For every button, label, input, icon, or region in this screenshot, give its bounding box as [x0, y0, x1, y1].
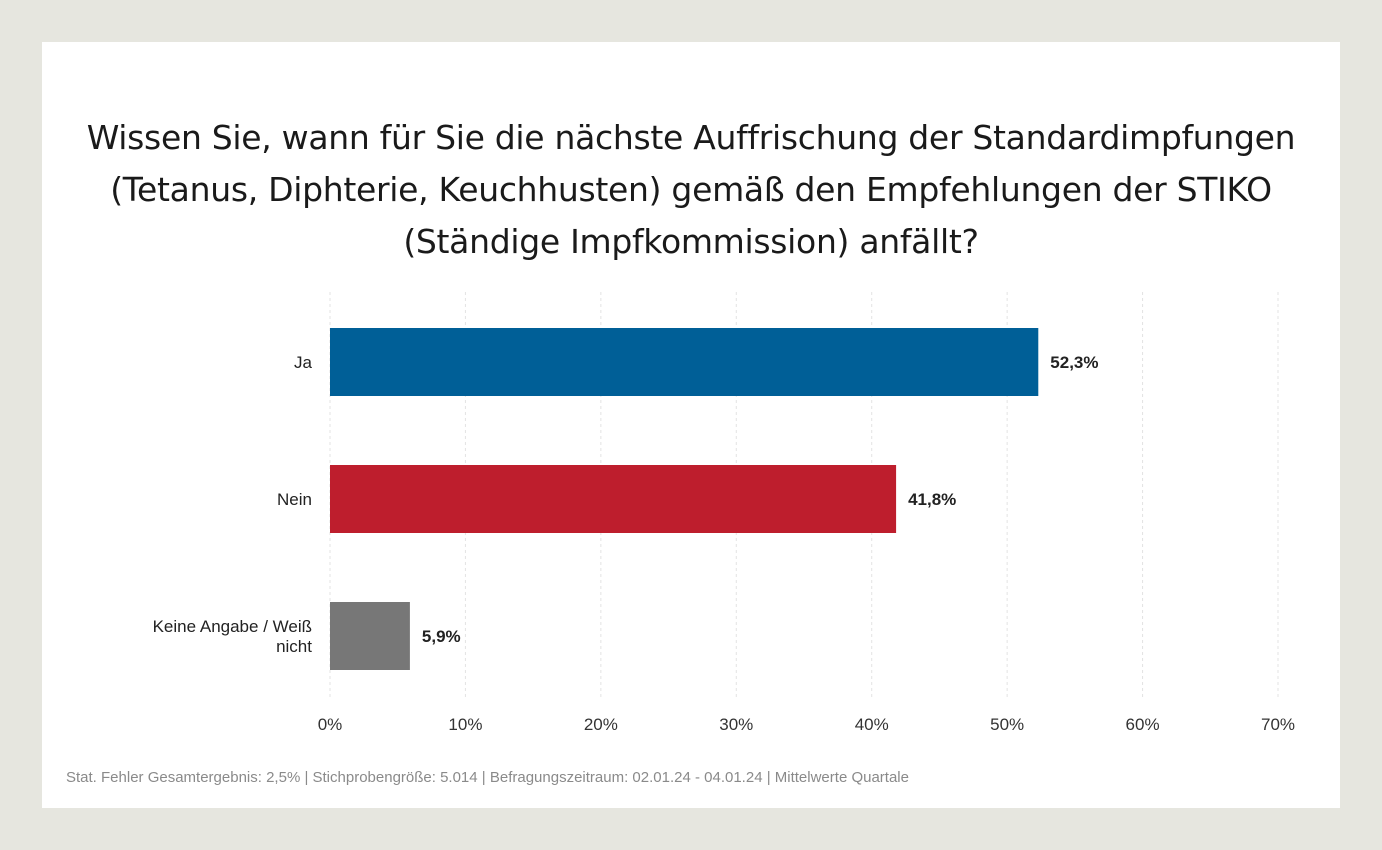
- x-tick-label: 10%: [448, 715, 482, 734]
- x-tick-label: 40%: [855, 715, 889, 734]
- x-tick-label: 20%: [584, 715, 618, 734]
- x-tick-label: 70%: [1261, 715, 1295, 734]
- x-tick-label: 50%: [990, 715, 1024, 734]
- bar-chart: 0% 10% 20% 30% 40% 50% 60% 70% 52,3% Ja 41,8% Nein 5…: [153, 292, 1295, 734]
- bar-value-label: 41,8%: [908, 490, 956, 509]
- x-tick-label: 30%: [719, 715, 753, 734]
- category-label: nicht: [276, 637, 312, 656]
- category-label: Ja: [294, 353, 313, 372]
- chart-footnote: Stat. Fehler Gesamtergebnis: 2,5% | Stic…: [66, 769, 909, 786]
- bar: [330, 328, 1039, 396]
- x-tick-label: 60%: [1126, 715, 1160, 734]
- bar: [330, 602, 410, 670]
- chart-title: Wissen Sie, wann für Sie die nächste Auf…: [42, 112, 1340, 268]
- category-label: Keine Angabe / Weiß: [153, 617, 312, 636]
- bar-value-label: 5,9%: [422, 627, 461, 646]
- bar: [330, 465, 897, 533]
- x-tick-label: 0%: [318, 715, 343, 734]
- chart-title-line-1: Wissen Sie, wann für Sie die nächste Auf…: [86, 118, 1296, 157]
- chart-title-line-2: (Tetanus, Diphterie, Keuchhusten) gemäß …: [110, 170, 1272, 209]
- bar-value-label: 52,3%: [1050, 353, 1098, 372]
- chart-title-line-3: (Ständige Impfkommission) anfällt?: [403, 222, 979, 261]
- chart-card: Wissen Sie, wann für Sie die nächste Auf…: [42, 42, 1340, 808]
- category-label: Nein: [277, 490, 312, 509]
